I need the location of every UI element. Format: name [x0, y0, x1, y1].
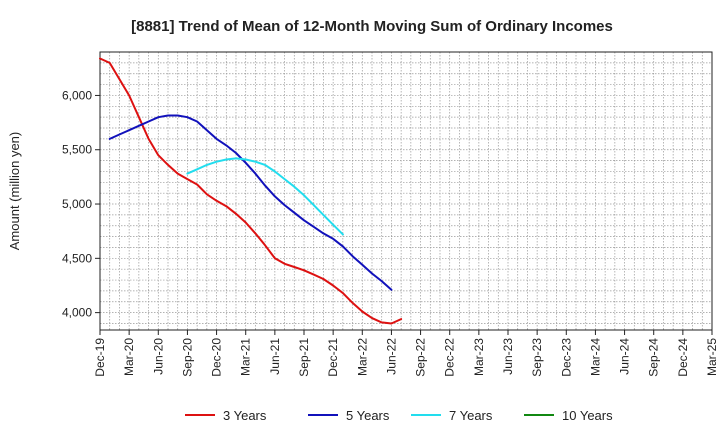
grid	[100, 52, 712, 330]
x-tick-label: Sep-24	[647, 338, 661, 377]
x-tick-label: Dec-19	[93, 338, 107, 377]
series-line-5-years	[108, 114, 393, 291]
x-tick-label: Sep-22	[414, 338, 428, 377]
legend: 3 Years 5 Years 7 Years 10 Years	[185, 408, 613, 423]
legend-label-10-years: 10 Years	[562, 408, 613, 423]
x-tick-label: Mar-25	[705, 338, 719, 376]
x-tick-label: Jun-23	[501, 338, 515, 375]
x-tick-label: Mar-21	[239, 338, 253, 376]
series-line-7-years	[186, 157, 344, 236]
x-tick-label: Dec-23	[559, 338, 573, 377]
series-lines	[99, 57, 403, 325]
x-tick-label: Sep-20	[180, 338, 194, 377]
legend-label-5-years: 5 Years	[346, 408, 390, 423]
x-tick-label: Mar-23	[472, 338, 486, 376]
x-tick-label: Mar-20	[122, 338, 136, 376]
y-axis: 4,000 4,500 5,000 5,500 6,000	[62, 88, 100, 320]
x-tick-label: Jun-24	[618, 338, 632, 375]
y-tick-label: 4,500	[62, 251, 92, 265]
series-line-3-years	[99, 57, 403, 325]
y-tick-label: 5,000	[62, 197, 92, 211]
x-tick-label: Mar-22	[355, 338, 369, 376]
x-tick-label: Dec-22	[443, 338, 457, 377]
x-tick-label: Dec-21	[326, 338, 340, 377]
x-tick-label: Jun-21	[268, 338, 282, 375]
y-axis-label: Amount (million yen)	[7, 132, 22, 251]
legend-label-3-years: 3 Years	[223, 408, 267, 423]
y-tick-label: 4,000	[62, 306, 92, 320]
plot-area	[99, 51, 713, 331]
x-tick-label: Dec-24	[676, 338, 690, 377]
legend-label-7-years: 7 Years	[449, 408, 493, 423]
x-tick-label: Jun-20	[151, 338, 165, 375]
y-tick-label: 6,000	[62, 88, 92, 102]
x-tick-label: Mar-24	[588, 338, 602, 376]
chart-title: [8881] Trend of Mean of 12-Month Moving …	[131, 18, 613, 35]
x-tick-label: Sep-21	[297, 338, 311, 377]
x-tick-label: Sep-23	[530, 338, 544, 377]
x-tick-label: Dec-20	[210, 338, 224, 377]
y-tick-label: 5,500	[62, 143, 92, 157]
x-axis: Dec-19 Mar-20 Jun-20 Sep-20 Dec-20 Mar-21 Jun-…	[93, 330, 719, 377]
x-tick-label: Jun-22	[384, 338, 398, 375]
